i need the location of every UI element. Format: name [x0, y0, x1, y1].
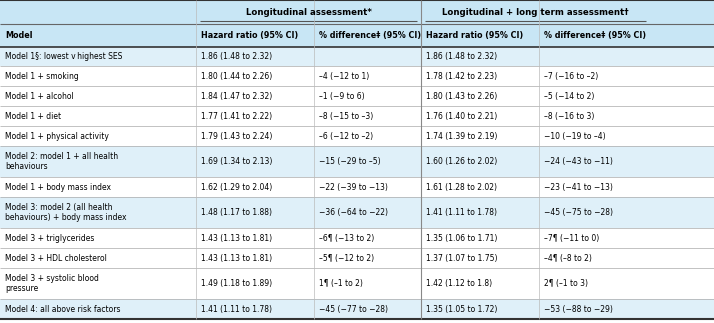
Text: 1.35 (1.06 to 1.71): 1.35 (1.06 to 1.71)	[426, 234, 498, 243]
Text: 1.69 (1.34 to 2.13): 1.69 (1.34 to 2.13)	[201, 157, 273, 166]
Text: 2¶ (–1 to 3): 2¶ (–1 to 3)	[544, 279, 588, 288]
Text: Model 3: model 2 (all health: Model 3: model 2 (all health	[5, 203, 113, 213]
Text: Longitudinal assessment*: Longitudinal assessment*	[246, 8, 372, 17]
Text: –8 (−16 to 3): –8 (−16 to 3)	[544, 112, 595, 121]
Text: −23 (−41 to −13): −23 (−41 to −13)	[544, 183, 613, 192]
Text: 1.43 (1.13 to 1.81): 1.43 (1.13 to 1.81)	[201, 234, 273, 243]
Text: Hazard ratio (95% CI): Hazard ratio (95% CI)	[201, 31, 298, 40]
Text: –5¶ (−12 to 2): –5¶ (−12 to 2)	[319, 254, 374, 263]
Text: −22 (−39 to −13): −22 (−39 to −13)	[319, 183, 388, 192]
Bar	[0, 177, 714, 197]
Text: –4 (−12 to 1): –4 (−12 to 1)	[319, 72, 369, 81]
Text: 1.79 (1.43 to 2.24): 1.79 (1.43 to 2.24)	[201, 132, 273, 141]
Text: Hazard ratio (95% CI): Hazard ratio (95% CI)	[426, 31, 523, 40]
Text: Model 3 + triglycerides: Model 3 + triglycerides	[5, 234, 94, 243]
Text: 1.86 (1.48 to 2.32): 1.86 (1.48 to 2.32)	[426, 52, 498, 61]
Bar	[0, 86, 714, 106]
Bar	[0, 47, 714, 67]
Bar	[0, 228, 714, 248]
Text: 1.35 (1.05 to 1.72): 1.35 (1.05 to 1.72)	[426, 305, 498, 314]
Text: Longitudinal + long term assessment†: Longitudinal + long term assessment†	[442, 8, 629, 17]
Text: 1.60 (1.26 to 2.02): 1.60 (1.26 to 2.02)	[426, 157, 498, 166]
Bar	[0, 0, 714, 24]
Bar	[0, 248, 714, 268]
Text: 1.41 (1.11 to 1.78): 1.41 (1.11 to 1.78)	[201, 305, 272, 314]
Text: –4¶ (–8 to 2): –4¶ (–8 to 2)	[544, 254, 592, 263]
Text: Model 3 + HDL cholesterol: Model 3 + HDL cholesterol	[5, 254, 107, 263]
Text: 1.48 (1.17 to 1.88): 1.48 (1.17 to 1.88)	[201, 208, 272, 217]
Text: 1.61 (1.28 to 2.02): 1.61 (1.28 to 2.02)	[426, 183, 497, 192]
Text: Model 1§: lowest v highest SES: Model 1§: lowest v highest SES	[5, 52, 122, 61]
Text: −45 (−77 to −28): −45 (−77 to −28)	[319, 305, 388, 314]
Text: Model 1 + physical activity: Model 1 + physical activity	[5, 132, 109, 141]
Text: 1.78 (1.42 to 2.23): 1.78 (1.42 to 2.23)	[426, 72, 498, 81]
Text: Model 1 + alcohol: Model 1 + alcohol	[5, 92, 74, 101]
Text: 1.86 (1.48 to 2.32): 1.86 (1.48 to 2.32)	[201, 52, 273, 61]
Text: Model 1 + body mass index: Model 1 + body mass index	[5, 183, 111, 192]
Text: 1.49 (1.18 to 1.89): 1.49 (1.18 to 1.89)	[201, 279, 273, 288]
Text: Model 1 + diet: Model 1 + diet	[5, 112, 61, 121]
Text: 1.74 (1.39 to 2.19): 1.74 (1.39 to 2.19)	[426, 132, 498, 141]
Text: 1.84 (1.47 to 2.32): 1.84 (1.47 to 2.32)	[201, 92, 273, 101]
Bar	[0, 126, 714, 146]
Text: –7 (−16 to –2): –7 (−16 to –2)	[544, 72, 598, 81]
Text: –6 (−12 to –2): –6 (−12 to –2)	[319, 132, 373, 141]
Text: Model 1 + smoking: Model 1 + smoking	[5, 72, 79, 81]
Text: 1.43 (1.13 to 1.81): 1.43 (1.13 to 1.81)	[201, 254, 273, 263]
Text: Model 2: model 1 + all health: Model 2: model 1 + all health	[5, 152, 118, 162]
Bar	[0, 67, 714, 86]
Bar	[0, 24, 714, 47]
Text: –1 (−9 to 6): –1 (−9 to 6)	[319, 92, 365, 101]
Bar	[0, 146, 714, 177]
Text: –7¶ (−11 to 0): –7¶ (−11 to 0)	[544, 234, 599, 243]
Bar	[0, 197, 714, 228]
Text: 1.37 (1.07 to 1.75): 1.37 (1.07 to 1.75)	[426, 254, 498, 263]
Text: Model 4: all above risk factors: Model 4: all above risk factors	[5, 305, 121, 314]
Text: 1.41 (1.11 to 1.78): 1.41 (1.11 to 1.78)	[426, 208, 497, 217]
Text: –6¶ (−13 to 2): –6¶ (−13 to 2)	[319, 234, 374, 243]
Text: Model: Model	[5, 31, 33, 40]
Text: behaviours: behaviours	[5, 162, 48, 171]
Text: % difference‡ (95% CI): % difference‡ (95% CI)	[319, 31, 421, 40]
Text: 1.42 (1.12 to 1.8): 1.42 (1.12 to 1.8)	[426, 279, 493, 288]
Text: −24 (−43 to −11): −24 (−43 to −11)	[544, 157, 613, 166]
Text: −53 (−88 to −29): −53 (−88 to −29)	[544, 305, 613, 314]
Text: Model 3 + systolic blood: Model 3 + systolic blood	[5, 274, 99, 283]
Text: −10 (−19 to –4): −10 (−19 to –4)	[544, 132, 605, 141]
Text: –8 (−15 to –3): –8 (−15 to –3)	[319, 112, 373, 121]
Text: behaviours) + body mass index: behaviours) + body mass index	[5, 213, 126, 222]
Text: % difference‡ (95% CI): % difference‡ (95% CI)	[544, 31, 646, 40]
Bar	[0, 268, 714, 299]
Text: 1.76 (1.40 to 2.21): 1.76 (1.40 to 2.21)	[426, 112, 498, 121]
Text: 1¶ (–1 to 2): 1¶ (–1 to 2)	[319, 279, 363, 288]
Text: pressure: pressure	[5, 284, 39, 293]
Text: −45 (−75 to −28): −45 (−75 to −28)	[544, 208, 613, 217]
Text: 1.62 (1.29 to 2.04): 1.62 (1.29 to 2.04)	[201, 183, 273, 192]
Text: 1.77 (1.41 to 2.22): 1.77 (1.41 to 2.22)	[201, 112, 273, 121]
Text: 1.80 (1.43 to 2.26): 1.80 (1.43 to 2.26)	[426, 92, 498, 101]
Text: –5 (−14 to 2): –5 (−14 to 2)	[544, 92, 595, 101]
Text: −36 (−64 to −22): −36 (−64 to −22)	[319, 208, 388, 217]
Bar	[0, 106, 714, 126]
Text: −15 (−29 to –5): −15 (−29 to –5)	[319, 157, 381, 166]
Bar	[0, 299, 714, 319]
Text: 1.80 (1.44 to 2.26): 1.80 (1.44 to 2.26)	[201, 72, 273, 81]
